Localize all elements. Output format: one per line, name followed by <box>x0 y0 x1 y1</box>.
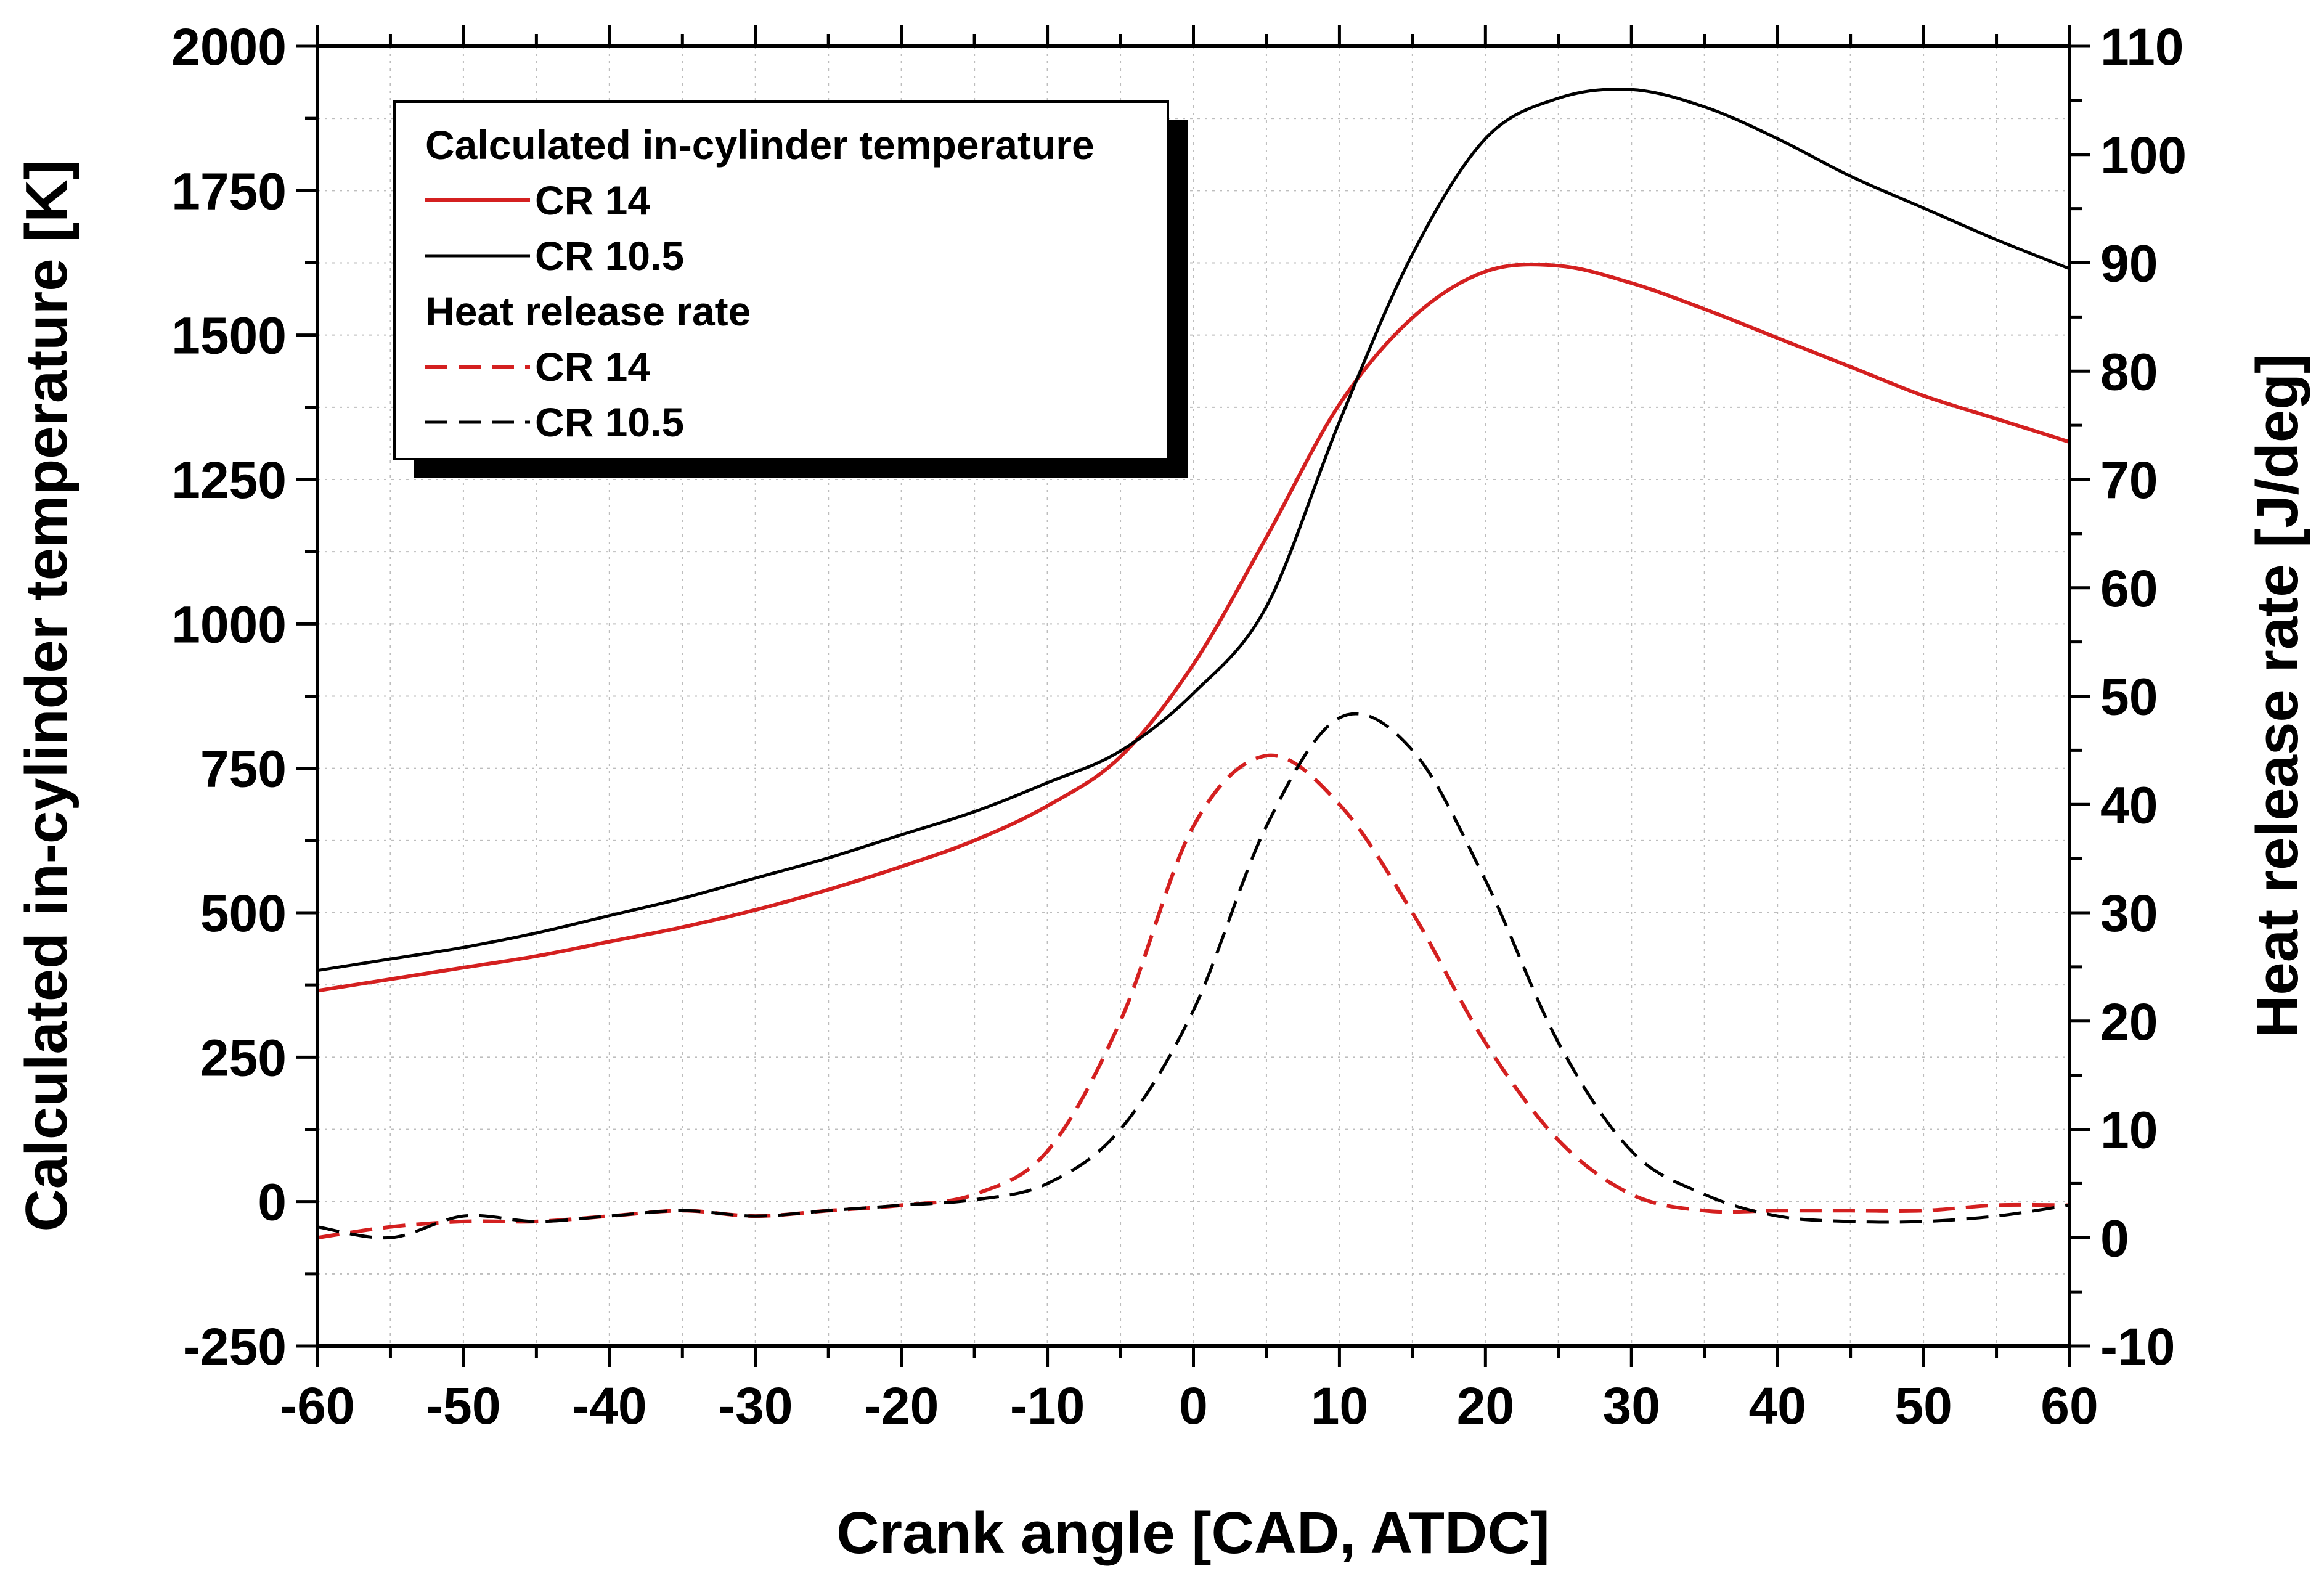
x-tick-label: -10 <box>1010 1377 1085 1435</box>
legend-title-hrr: Heat release rate <box>425 288 751 334</box>
legend-label-hrr-cr14: CR 14 <box>535 344 650 390</box>
x-tick-label: 10 <box>1311 1377 1368 1435</box>
y-right-tick-label: 110 <box>2100 18 2184 76</box>
y-left-tick-label: 250 <box>200 1029 287 1087</box>
series-temp_cr105 <box>317 88 2070 973</box>
y-right-tick-label: 70 <box>2100 451 2158 509</box>
series-hrr_cr105 <box>317 712 2070 1240</box>
y-right-tick-label: 100 <box>2100 126 2187 184</box>
x-tick-label: 60 <box>2041 1377 2098 1435</box>
y-axis-right-title: Heat release rate [J/deg] <box>2244 354 2310 1038</box>
y-right-tick-label: 20 <box>2100 993 2158 1051</box>
x-tick-label: 40 <box>1748 1377 1806 1435</box>
x-tick-label: -50 <box>426 1377 500 1435</box>
y-right-tick-label: 50 <box>2100 668 2158 726</box>
legend: Calculated in-cylinder temperature CR 14… <box>393 100 1188 478</box>
x-tick-label: 0 <box>1179 1377 1208 1435</box>
y-left-tick-label: 500 <box>200 884 287 942</box>
y-right-tick-label: 10 <box>2100 1101 2158 1159</box>
y-right-tick-label: 40 <box>2100 776 2158 834</box>
legend-label-hrr-cr105: CR 10.5 <box>535 399 684 445</box>
legend-box <box>393 100 1169 460</box>
y-left-tick-label: 2000 <box>171 18 287 76</box>
axes: -60 -50 -40 -30 -20 -10 0 10 20 30 40 50 60 -250 0 250 5… <box>171 18 2187 1435</box>
y-left-tick-label: 0 <box>258 1173 287 1231</box>
x-tick-label: -30 <box>718 1377 793 1435</box>
x-axis-title: Crank angle [CAD, ATDC] <box>836 1500 1549 1566</box>
y-left-tick-label: 1750 <box>171 162 287 220</box>
x-tick-label: 20 <box>1457 1377 1514 1435</box>
y-axis-left-title: Calculated in-cylinder temperature [K] <box>14 160 80 1231</box>
y-left-tick-label: 750 <box>200 740 287 798</box>
y-left-tick-label: 1000 <box>171 595 287 653</box>
x-tick-label: -40 <box>572 1377 646 1435</box>
legend-title-temperature: Calculated in-cylinder temperature <box>425 122 1095 168</box>
series-temp_cr14 <box>317 263 2070 993</box>
y-right-tick-label: 60 <box>2100 560 2158 618</box>
y-right-tick-label: 30 <box>2100 884 2158 942</box>
y-right-tick-label: 0 <box>2100 1209 2129 1267</box>
y-right-tick-label: -10 <box>2100 1318 2175 1376</box>
x-tick-label: 30 <box>1603 1377 1660 1435</box>
x-tick-label: -60 <box>280 1377 354 1435</box>
y-right-tick-label: 80 <box>2100 343 2158 401</box>
x-tick-label: -20 <box>864 1377 939 1435</box>
y-left-tick-label: 1250 <box>171 451 287 509</box>
y-left-tick-label: 1500 <box>171 307 287 365</box>
y-left-tick-label: -250 <box>183 1318 287 1376</box>
y-right-tick-label: 90 <box>2100 235 2158 293</box>
series-layer <box>317 88 2070 1240</box>
x-tick-label: 50 <box>1894 1377 1952 1435</box>
series-hrr_cr14 <box>317 753 2070 1240</box>
legend-label-temp-cr105: CR 10.5 <box>535 233 684 279</box>
legend-label-temp-cr14: CR 14 <box>535 177 650 223</box>
